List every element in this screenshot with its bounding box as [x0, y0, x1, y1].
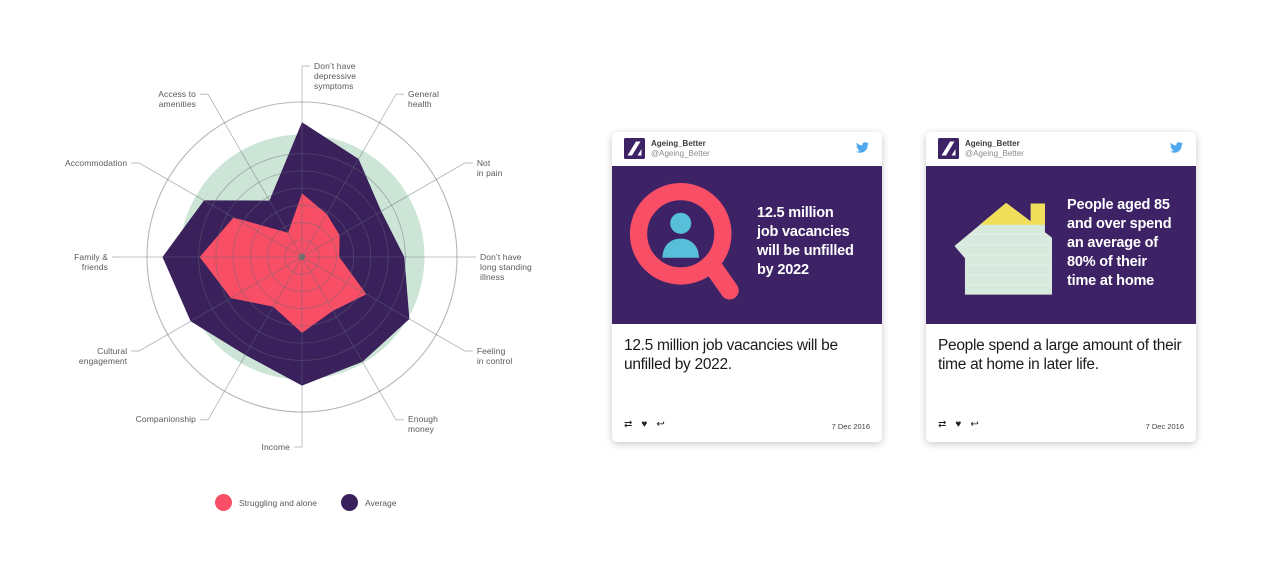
magnifier-person-icon — [628, 179, 743, 309]
legend-label: Average — [364, 497, 397, 508]
tweet-footer: ⇄ ♥ ↩ 7 Dec 2016 — [938, 420, 1184, 432]
tweet-card-job-vacancies[interactable]: Ageing_Better @Ageing_Better 12.5 millio… — [612, 132, 882, 442]
person-body — [662, 238, 699, 258]
like-icon[interactable]: ♥ — [641, 419, 648, 430]
tweet-card-time-at-home[interactable]: Ageing_Better @Ageing_Better — [926, 132, 1196, 442]
radar-axis-label: Enough money — [408, 414, 438, 435]
tweet-header: Ageing_Better @Ageing_Better — [612, 132, 882, 166]
tweet-date: 7 Dec 2016 — [1145, 422, 1184, 431]
house-roof — [979, 202, 1045, 225]
account-handle: @Ageing_Better — [651, 149, 710, 158]
house-icon — [940, 190, 1063, 303]
banner-headline: People aged 85 and over spend an average… — [1067, 197, 1172, 289]
tweet-header: Ageing_Better @Ageing_Better — [926, 132, 1196, 166]
tweet-date: 7 Dec 2016 — [831, 422, 870, 431]
radar-axis-label: Accommodation — [64, 157, 128, 168]
radar-axis-label: Don’t have depressive symptoms — [314, 60, 357, 91]
account-name: Ageing_Better — [651, 139, 706, 148]
reply-icon[interactable]: ↩ — [970, 419, 979, 430]
twitter-bird-icon[interactable] — [1169, 141, 1184, 154]
radar-chart — [112, 65, 476, 448]
tweet-footer: ⇄ ♥ ↩ 7 Dec 2016 — [624, 420, 870, 432]
tweet-infographic-banner: People aged 85 and over spend an average… — [926, 166, 1196, 324]
radar-axis-label: Family & friends — [74, 251, 108, 272]
retweet-icon[interactable]: ⇄ — [938, 419, 947, 430]
radar-axis-label: Cultural engagement — [78, 345, 128, 366]
twitter-bird-icon[interactable] — [855, 141, 870, 154]
person-head — [670, 212, 692, 234]
radar-axis-label: Access to amenities — [158, 88, 196, 109]
radar-axis-label: Income — [261, 441, 290, 452]
radar-axis-label: Not in pain — [476, 157, 503, 178]
radar-axis-label: Companionship — [135, 414, 196, 425]
account-handle: @Ageing_Better — [965, 149, 1024, 158]
tweet-infographic-banner: 12.5 million job vacancies will be unfil… — [612, 166, 882, 324]
legend-item-struggling: Struggling and alone — [215, 494, 317, 511]
house-body — [954, 202, 1063, 295]
account-block: Ageing_Better @Ageing_Better — [651, 139, 710, 158]
ageing-better-logo-icon — [624, 138, 645, 159]
legend-swatch-purple — [340, 494, 358, 511]
radar-legend: Struggling and alone Average — [215, 494, 397, 511]
ageing-better-logo-icon — [938, 138, 959, 159]
radar-axis-label: General health — [408, 88, 439, 109]
tweet-body-text: People spend a large amount of their tim… — [938, 337, 1182, 373]
radar-axis-label: Don’t have long standing illness — [480, 251, 532, 282]
legend-item-average: Average — [340, 494, 397, 511]
like-icon[interactable]: ♥ — [955, 419, 962, 430]
legend-swatch-pink — [215, 494, 232, 511]
banner-headline: 12.5 million job vacancies will be unfil… — [757, 205, 854, 278]
retweet-icon[interactable]: ⇄ — [624, 419, 633, 430]
radar-chart-panel: Don’t have depressive symptoms General he… — [0, 0, 580, 576]
reply-icon[interactable]: ↩ — [656, 419, 665, 430]
tweet-body-text: 12.5 million job vacancies will be unfil… — [624, 337, 838, 373]
account-block: Ageing_Better @Ageing_Better — [965, 139, 1024, 158]
legend-label: Struggling and alone — [239, 497, 317, 508]
account-name: Ageing_Better — [965, 139, 1020, 148]
radar-axis-label: Feeling in control — [476, 345, 513, 366]
